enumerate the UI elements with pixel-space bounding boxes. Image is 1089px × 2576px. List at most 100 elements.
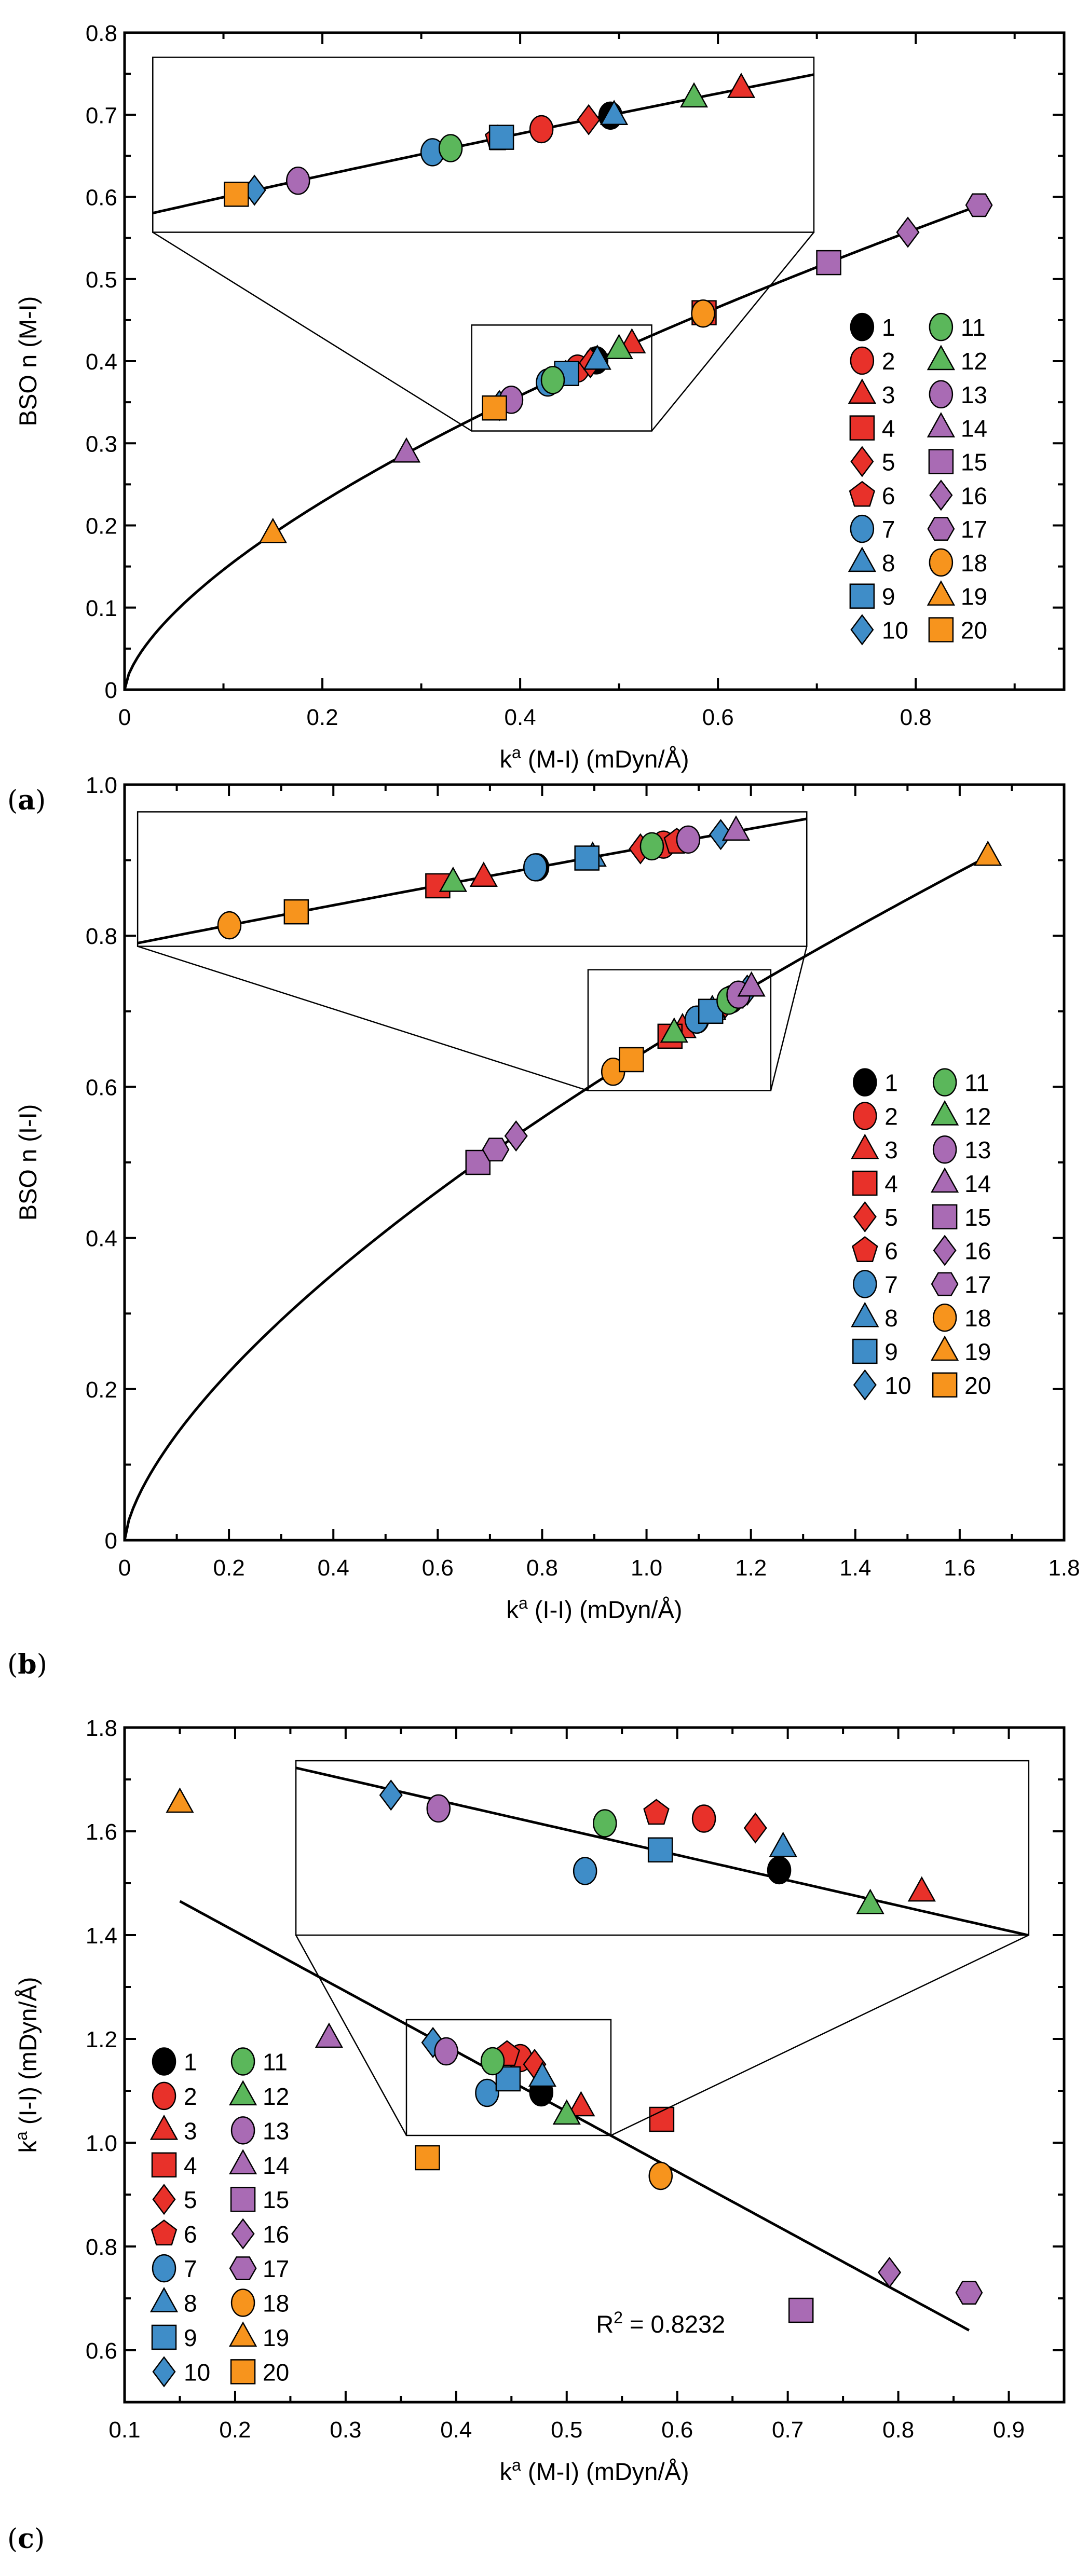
legend-symbol	[151, 2219, 178, 2245]
zoom-connector-left	[295, 1935, 407, 2136]
legend-item: 12	[228, 2080, 289, 2110]
legend-item: 18	[929, 548, 987, 577]
legend-symbol	[929, 312, 954, 341]
legend-item: 12	[930, 1100, 991, 1130]
panel-label-open: (	[7, 785, 18, 816]
legend-item: 9	[151, 2324, 197, 2351]
legend-label: 3	[882, 381, 895, 408]
inset-data-point-5	[743, 1812, 767, 1844]
legend-symbol	[149, 2286, 179, 2312]
inset-data-point-11	[639, 832, 664, 861]
legend-item: 3	[848, 378, 895, 408]
data-point-14	[737, 971, 766, 997]
legend-item: 1	[853, 1068, 898, 1097]
data-point-17	[955, 2281, 983, 2305]
legend-item: 4	[849, 415, 895, 442]
y-tick-label: 0.8	[86, 924, 117, 949]
x-tick-label: 0.2	[306, 705, 338, 730]
legend-item: 8	[149, 2286, 197, 2317]
legend-label: 12	[263, 2083, 289, 2110]
inset-data-point-10	[709, 819, 733, 851]
zoom-region-box	[587, 969, 772, 1091]
inset-data-point-14	[722, 815, 751, 841]
y-axis-title-superscript: a	[12, 2131, 31, 2141]
legend-label: 8	[184, 2290, 197, 2317]
legend-label: 5	[884, 1204, 898, 1231]
legend-item: 13	[230, 2116, 289, 2145]
legend-symbol	[928, 617, 954, 642]
data-point-16	[896, 216, 920, 248]
legend-item: 2	[853, 1102, 898, 1130]
legend-label: 10	[884, 1372, 911, 1399]
legend-label: 9	[882, 583, 895, 610]
legend-item: 11	[230, 2047, 288, 2076]
legend-symbol	[228, 2149, 257, 2175]
legend-symbol	[152, 2356, 176, 2388]
legend-label: 5	[882, 448, 895, 475]
y-tick-label: 1.0	[86, 2131, 117, 2156]
data-point-11	[480, 2047, 505, 2076]
y-axis-title: BSO n (M-I)	[14, 296, 42, 427]
inset-magnified-view	[295, 1760, 1030, 1936]
data-point-8	[583, 344, 611, 370]
y-tick-label: 0.6	[86, 2338, 117, 2364]
legend-item: 14	[930, 1167, 991, 1197]
inset-frame	[137, 811, 808, 947]
inset-fit-curve	[153, 73, 814, 215]
legend-symbol	[932, 1372, 958, 1398]
legend-label: 10	[184, 2359, 210, 2386]
x-tick-label: 0.4	[440, 2417, 472, 2443]
axis-ticks	[124, 784, 1065, 1541]
legend-symbol	[151, 2152, 177, 2178]
data-point-12	[552, 2099, 581, 2125]
legend-item: 17	[927, 516, 987, 543]
legend-item: 4	[852, 1170, 898, 1197]
legend-symbol	[932, 1204, 958, 1230]
data-point-20	[415, 2145, 440, 2171]
y-axis-title-rest: (I-I) (mDyn/Å)	[14, 1977, 42, 2132]
y-tick-label: 0.7	[86, 103, 117, 128]
legend-label: 17	[961, 516, 987, 543]
legend-item: 18	[932, 1303, 991, 1332]
legend-item: 7	[152, 2254, 197, 2283]
y-tick-label: 1.8	[86, 1716, 117, 1741]
x-tick-label: 0.8	[526, 1555, 558, 1581]
legend-item: 7	[850, 514, 895, 543]
legend-item: 3	[851, 1133, 898, 1163]
x-axis-title-superscript: a	[519, 1594, 528, 1612]
x-axis-title-rest: (I-I) (mDyn/Å)	[528, 1596, 683, 1623]
legend-symbol	[853, 1068, 877, 1097]
legend-label: 3	[184, 2117, 197, 2144]
zoom-connector-left	[152, 231, 472, 432]
x-tick-label: 1.8	[1048, 1555, 1080, 1581]
legend-item: 16	[933, 1235, 991, 1266]
inset-magnified-view	[152, 57, 815, 233]
legend-symbol	[853, 1369, 877, 1401]
legend-symbol	[231, 2218, 255, 2250]
x-tick-label: 0.4	[318, 1555, 349, 1581]
y-tick-label: 0.2	[86, 1377, 117, 1403]
legend-label: 2	[184, 2083, 197, 2110]
legend-item: 17	[931, 1271, 991, 1298]
y-tick-label: 0.8	[86, 2235, 117, 2260]
legend-item: 20	[932, 1372, 991, 1399]
data-point-14	[315, 2022, 344, 2048]
plot-frame	[123, 1726, 1066, 2404]
fit-curve	[123, 204, 979, 690]
data-point-16	[504, 1120, 528, 1152]
panel-label: (c)	[7, 2523, 45, 2555]
inset-data-point-11	[593, 1809, 617, 1838]
data-point-7	[475, 2078, 499, 2107]
legend-item: 11	[929, 312, 986, 341]
legend-symbol	[230, 2186, 256, 2212]
legend-symbol	[929, 380, 954, 409]
legend-symbol	[851, 1133, 879, 1159]
legend-label: 16	[964, 1238, 991, 1265]
inset-data-point-7	[523, 853, 548, 882]
inset-data-point-1	[767, 1856, 792, 1885]
inset-data-point-6	[643, 1799, 670, 1825]
legend-label: 15	[961, 448, 987, 475]
legend-symbol	[230, 2116, 255, 2145]
